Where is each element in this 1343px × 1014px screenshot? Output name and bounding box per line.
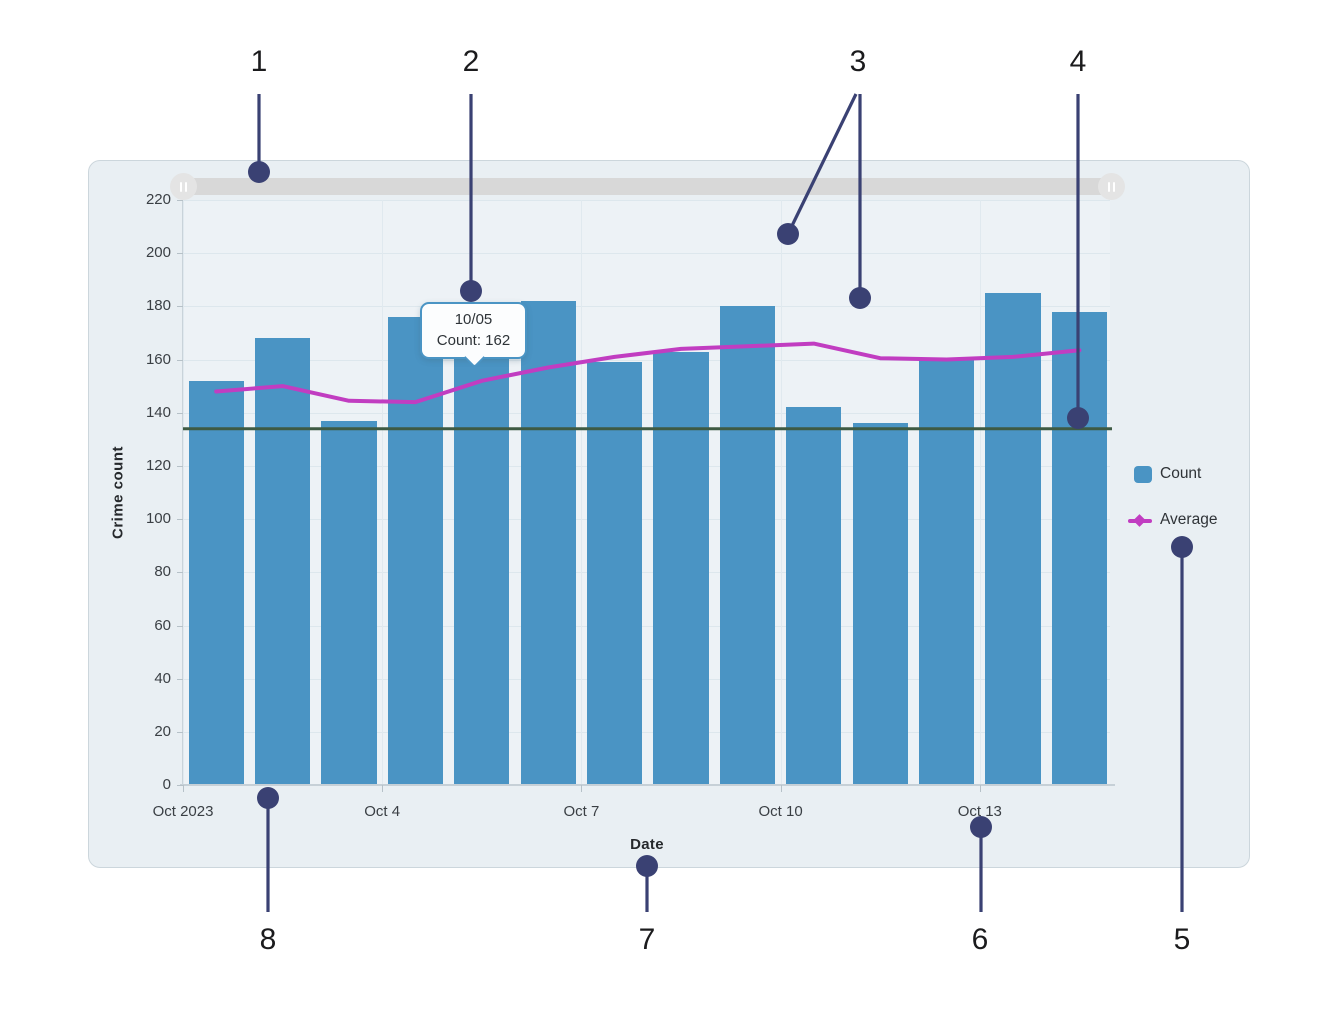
y-tick-mark: [177, 785, 183, 786]
callout-number-1: 1: [250, 45, 268, 78]
horizontal-gridline: [183, 412, 1110, 414]
bar-oct-3[interactable]: [321, 420, 377, 785]
y-tick-label: 160: [145, 350, 171, 368]
bar-oct-6[interactable]: [520, 301, 576, 785]
y-tick-label: 80: [154, 563, 171, 581]
horizontal-gridline: [183, 678, 1110, 680]
bar-oct-2[interactable]: [254, 338, 311, 785]
callout-number-4: 4: [1069, 45, 1087, 78]
horizontal-gridline: [183, 625, 1110, 627]
x-tick-mark: [780, 785, 782, 792]
x-tick-mark: [581, 785, 583, 792]
horizontal-gridline: [183, 572, 1110, 574]
zoom-scrollbar-right-handle[interactable]: [1098, 173, 1125, 200]
horizontal-gridline: [183, 253, 1110, 255]
vertical-gridline: [979, 200, 981, 785]
average-line-marker-icon: [1128, 512, 1152, 529]
y-tick-mark: [177, 412, 183, 414]
y-tick-mark: [177, 359, 183, 361]
count-swatch-icon: [1134, 465, 1152, 483]
y-tick-label: 100: [145, 510, 171, 528]
legend-item-count[interactable]: Count: [1134, 465, 1201, 483]
y-tick-label: 40: [154, 669, 171, 687]
pause-grip-icon: [1113, 181, 1115, 192]
pause-grip-icon: [180, 181, 182, 192]
callout-number-3: 3: [849, 45, 867, 78]
bar-oct-4[interactable]: [387, 317, 444, 785]
y-tick-mark: [177, 306, 183, 308]
bar-oct-8[interactable]: [653, 351, 709, 785]
vertical-gridline: [382, 200, 384, 785]
y-tick-mark: [177, 572, 183, 574]
x-tick-label: Oct 2023: [152, 803, 214, 820]
bar-oct-10[interactable]: [786, 407, 842, 785]
y-tick-label: 140: [145, 403, 171, 421]
legend-count-label: Count: [1160, 465, 1202, 482]
y-tick-label: 0: [162, 776, 171, 793]
bar-oct-9[interactable]: [719, 306, 776, 785]
bar-oct-7[interactable]: [586, 362, 643, 785]
y-axis-title: Crime count: [109, 446, 127, 540]
y-tick-mark: [177, 678, 183, 680]
vertical-gridline: [780, 200, 782, 785]
callout-number-8: 8: [259, 923, 277, 956]
callout-number-2: 2: [462, 45, 480, 78]
bar-oct-13[interactable]: [985, 293, 1041, 785]
x-tick-label: Oct 7: [563, 803, 600, 820]
y-tick-mark: [177, 465, 183, 467]
x-axis-line: [180, 784, 1115, 786]
bar-oct-14[interactable]: [1051, 311, 1108, 785]
y-tick-label: 120: [145, 456, 171, 474]
x-tick-label: Oct 13: [957, 803, 1002, 820]
tooltip-date: 10/05: [454, 311, 493, 329]
y-axis-line: [182, 200, 183, 785]
x-tick-mark: [382, 785, 384, 792]
y-tick-label: 180: [145, 297, 171, 315]
pause-grip-icon: [185, 181, 187, 192]
bar-oct-1[interactable]: [188, 380, 244, 785]
y-tick-mark: [177, 731, 183, 733]
y-tick-mark: [177, 200, 183, 201]
horizontal-gridline: [183, 519, 1110, 521]
callout-number-7: 7: [638, 923, 656, 956]
y-tick-label: 200: [145, 244, 171, 262]
x-axis-title: Date: [630, 836, 664, 853]
callout-number-6: 6: [971, 923, 989, 956]
x-tick-label: Oct 10: [758, 803, 803, 820]
x-tick-mark: [183, 785, 184, 792]
x-tick-mark: [979, 785, 981, 792]
bar-oct-11[interactable]: [852, 423, 908, 785]
vertical-gridline: [183, 200, 184, 785]
horizontal-gridline: [183, 465, 1110, 467]
horizontal-gridline: [183, 306, 1110, 308]
y-tick-label: 220: [145, 191, 171, 208]
pause-grip-icon: [1108, 181, 1110, 192]
bar-oct-5[interactable]: [454, 354, 510, 785]
y-tick-mark: [177, 625, 183, 627]
x-tick-label: Oct 4: [364, 803, 401, 820]
datapoint-tooltip: 10/05 Count: 162: [420, 302, 527, 369]
y-tick-label: 20: [154, 722, 171, 740]
legend-item-average[interactable]: Average: [1128, 511, 1217, 529]
y-tick-label: 60: [154, 616, 171, 634]
vertical-gridline: [581, 200, 583, 785]
y-tick-mark: [177, 519, 183, 521]
horizontal-gridline: [183, 200, 1110, 201]
y-tick-mark: [177, 253, 183, 255]
zoom-scrollbar-track[interactable]: [183, 178, 1113, 195]
legend-average-label: Average: [1160, 511, 1218, 528]
callout-number-5: 5: [1173, 923, 1191, 956]
zoom-scrollbar-left-handle[interactable]: [170, 173, 197, 200]
horizontal-gridline: [183, 731, 1110, 733]
bar-oct-12[interactable]: [918, 359, 975, 785]
